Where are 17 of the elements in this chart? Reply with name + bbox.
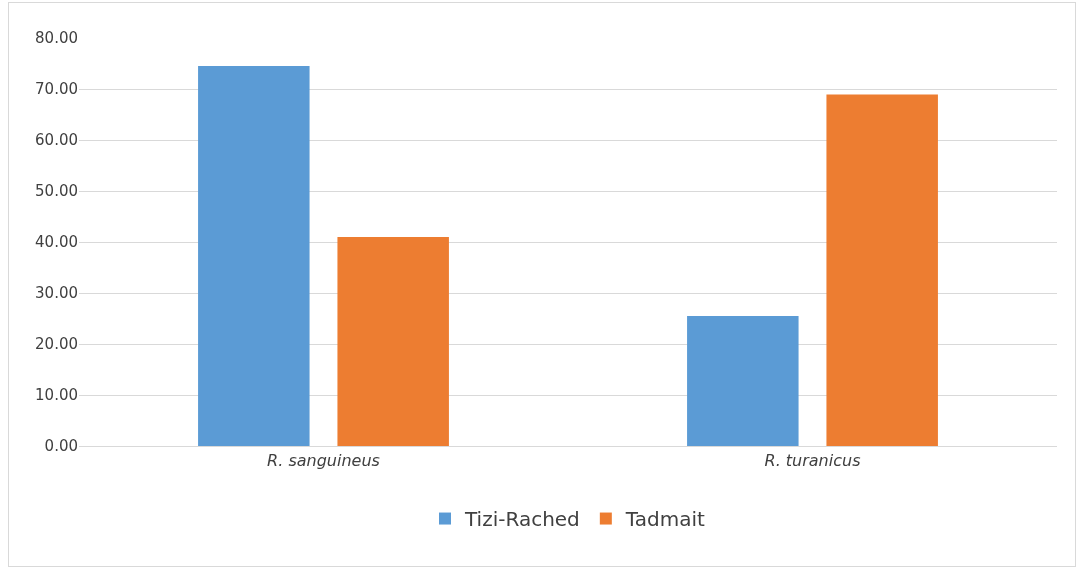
legend-label: Tizi-Rached	[464, 507, 580, 532]
y-tick-label: 60.00	[35, 131, 78, 150]
x-tick-label: R. turanicus	[764, 451, 861, 471]
y-tick-label: 40.00	[35, 233, 78, 252]
bar	[198, 66, 310, 446]
legend-label: Tadmait	[624, 507, 705, 532]
y-tick-label: 80.00	[35, 29, 78, 48]
y-tick-label: 30.00	[35, 284, 78, 303]
x-tick-label: R. sanguineus	[267, 451, 380, 471]
bar	[337, 236, 449, 446]
y-tick-label: 50.00	[35, 182, 78, 201]
y-tick-label: 20.00	[35, 335, 78, 354]
bar	[687, 315, 799, 446]
bar	[826, 94, 938, 446]
y-tick-label: 10.00	[35, 386, 78, 405]
y-tick-label: 0.00	[44, 437, 78, 456]
y-tick-label: 70.00	[35, 80, 78, 99]
